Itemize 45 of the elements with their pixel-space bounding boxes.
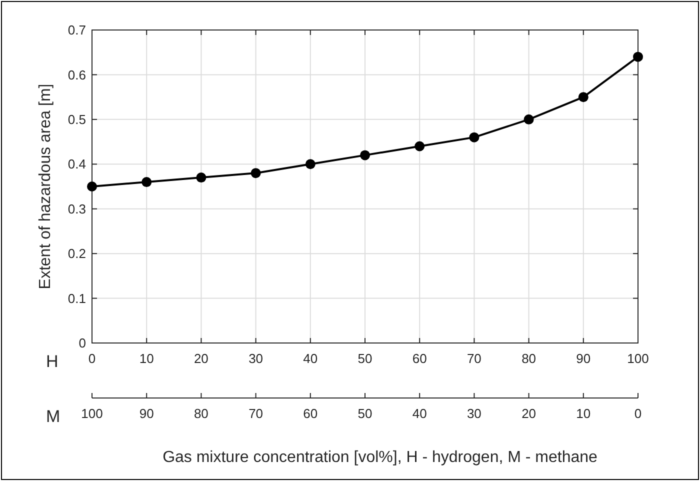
point — [578, 92, 588, 102]
point — [524, 114, 534, 124]
x-tick-label: 100 — [627, 351, 649, 366]
x-tick-label: 90 — [576, 351, 591, 366]
y-tick-label: 0 — [78, 336, 86, 351]
point — [633, 52, 643, 62]
y-tick-label: 0.7 — [68, 22, 86, 38]
x2-tick-label: 70 — [248, 406, 264, 421]
x-tick-label: 30 — [248, 351, 264, 366]
x2-tick-label: 80 — [194, 406, 208, 421]
x-tick-label: 0 — [88, 351, 96, 366]
y-tick-label: 0.3 — [68, 201, 86, 216]
point — [250, 168, 261, 178]
x-tick-label: 80 — [522, 351, 536, 366]
point — [305, 159, 316, 170]
point — [142, 177, 152, 188]
y-tick-label: 0.1 — [68, 290, 86, 306]
point — [87, 182, 97, 192]
y-tick-label: 0.2 — [68, 246, 86, 262]
y-tick-label: 0.4 — [68, 156, 86, 172]
x2-tick-label: 100 — [81, 406, 103, 421]
x-tick-label: 60 — [412, 351, 427, 366]
x2-tick-label: 0 — [634, 406, 642, 421]
y-tick-label: 0.6 — [68, 67, 86, 82]
x2-tick-label: 30 — [466, 406, 482, 421]
point — [196, 172, 206, 183]
x-axis-title: Gas mixture concentration [vol%], H - hydrogen, M - methane — [162, 449, 598, 466]
x2-tick-label: 40 — [412, 406, 427, 421]
x2-tick-label: 90 — [139, 406, 154, 421]
x2-tick-label: 10 — [576, 406, 591, 421]
x-tick-label: 20 — [194, 351, 208, 366]
x2-tick-label: 20 — [522, 406, 536, 421]
x-tick-label: 40 — [303, 351, 318, 366]
y-tick-label: 0.5 — [68, 112, 86, 127]
y-axis-title: Extent of hazardous area [m] — [37, 84, 54, 290]
text: H — [46, 352, 58, 371]
point — [360, 150, 370, 160]
x2-tick-label: 60 — [303, 406, 318, 421]
x-tick-label: 10 — [139, 351, 154, 366]
text: M — [46, 407, 60, 426]
point — [469, 132, 480, 142]
x-tick-label: 70 — [466, 351, 482, 366]
point — [414, 141, 425, 152]
x2-tick-label: 50 — [358, 406, 372, 421]
x-tick-label: 50 — [358, 351, 372, 366]
